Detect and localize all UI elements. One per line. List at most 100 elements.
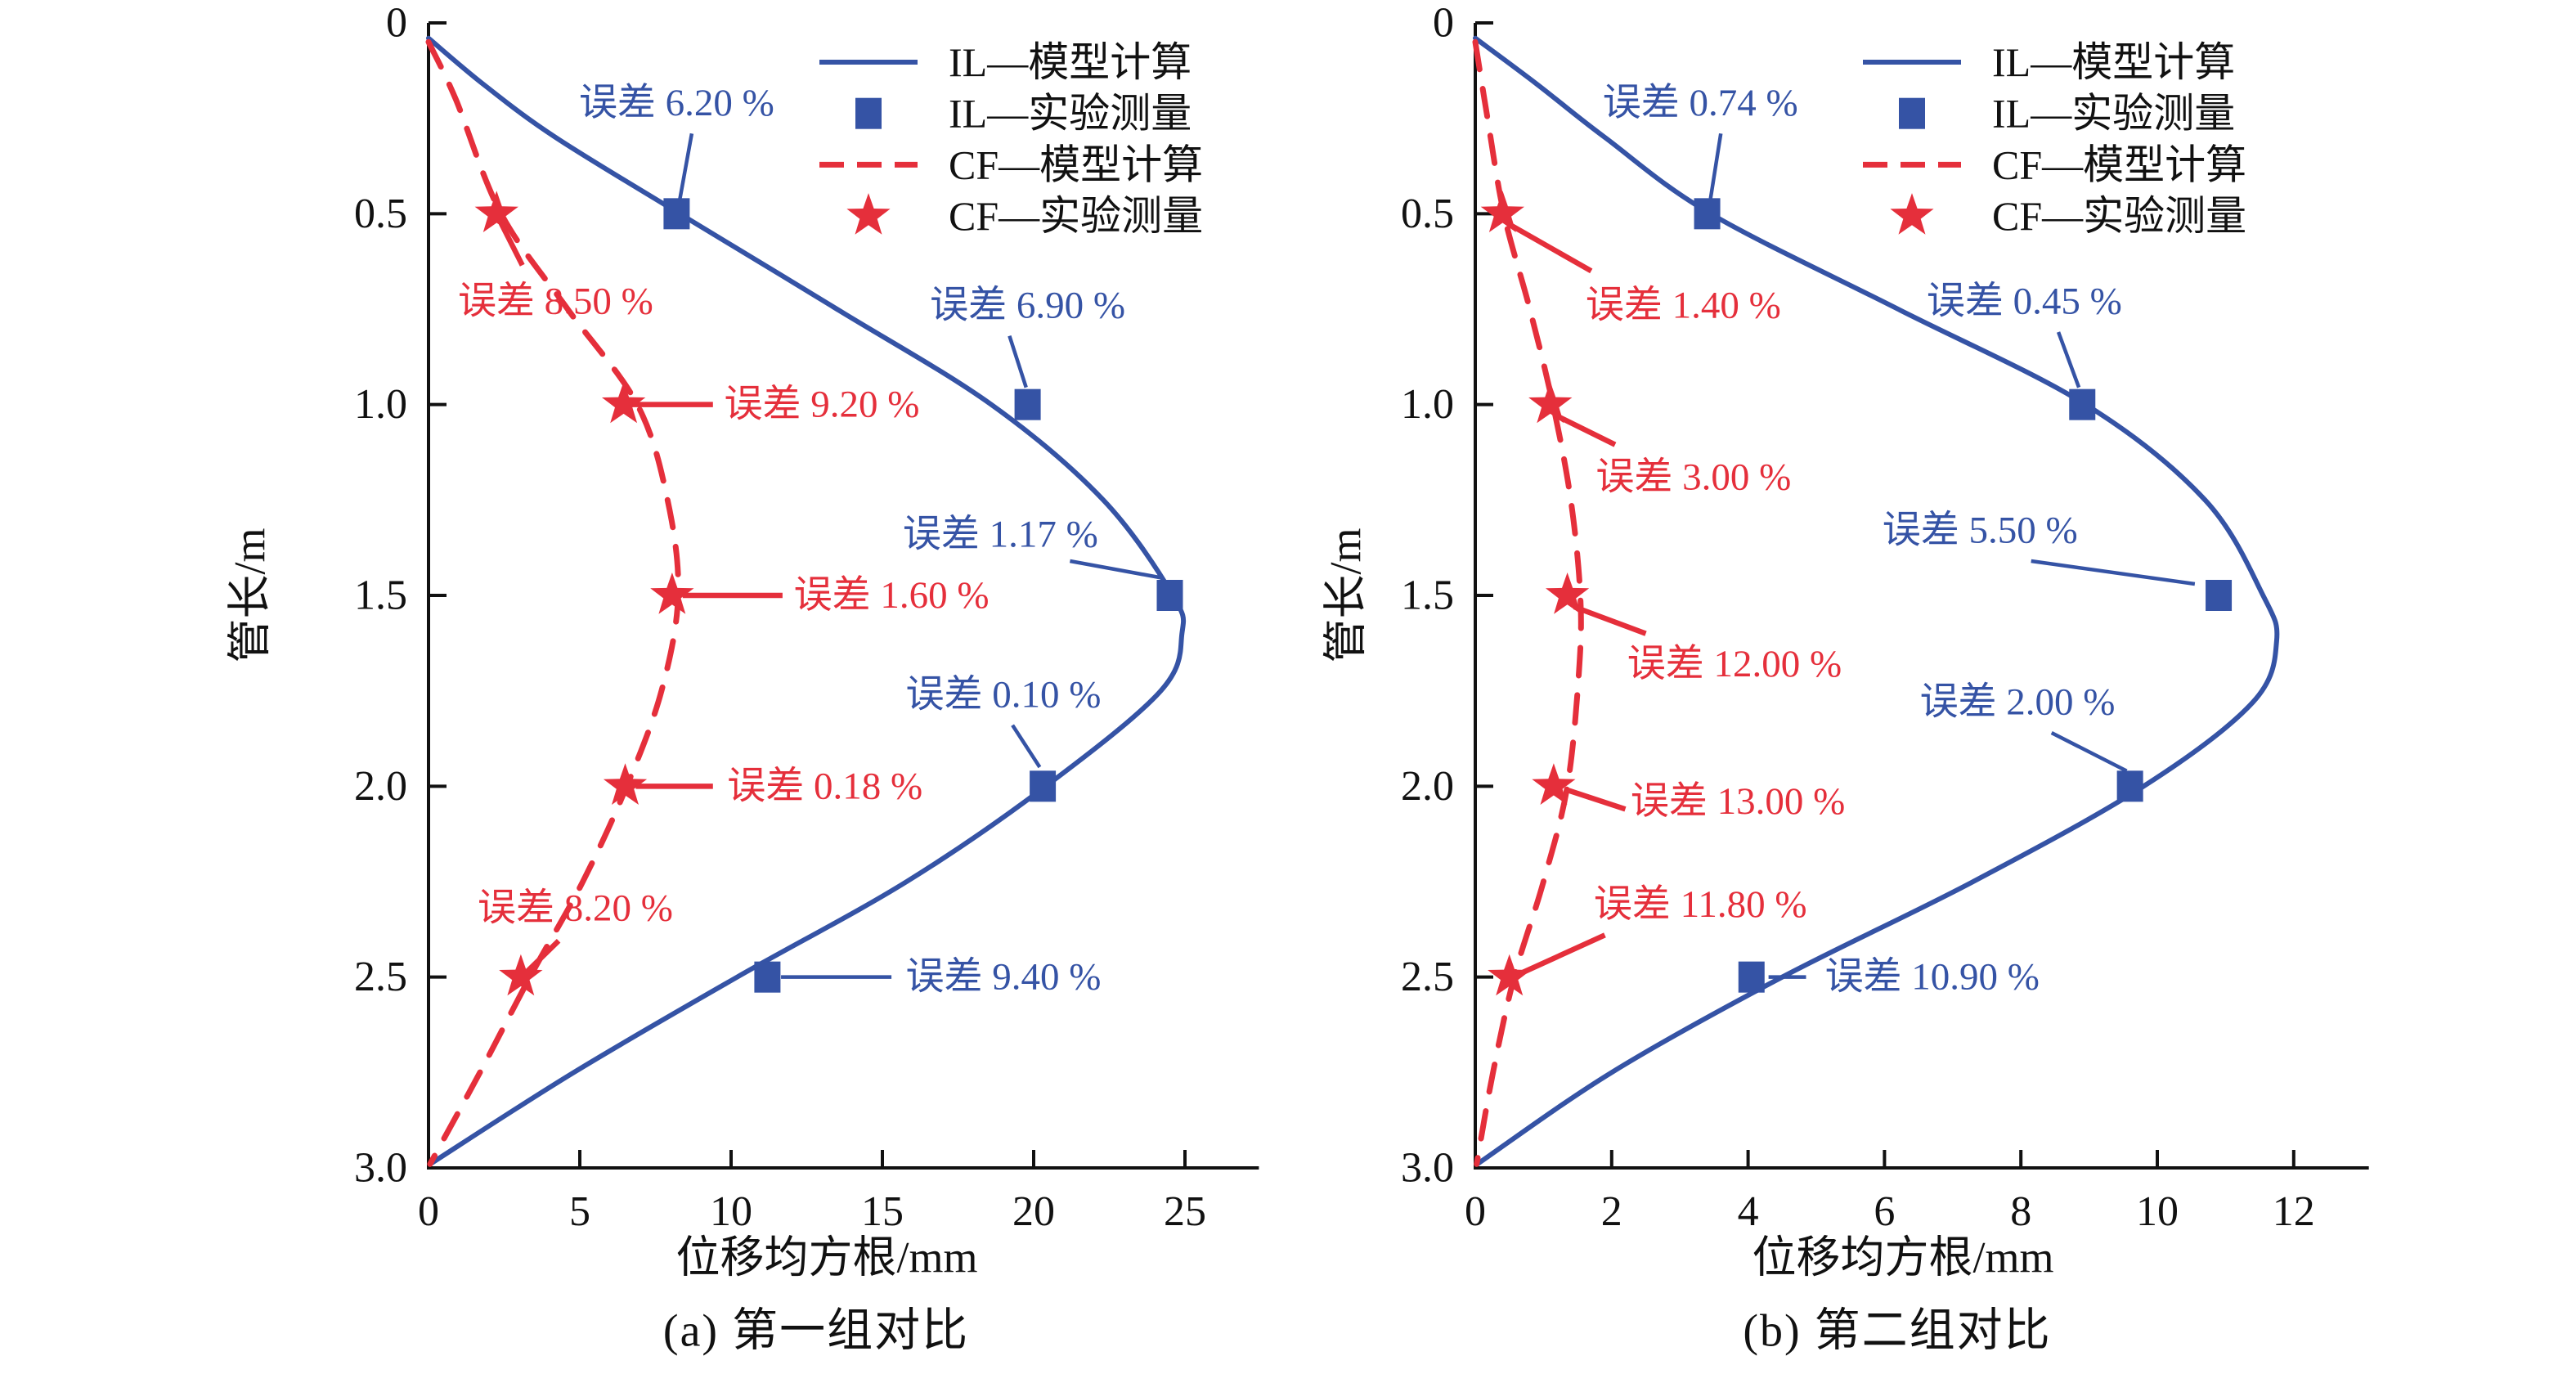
annotation-pointer — [1509, 222, 1593, 274]
legend-star-sample — [846, 193, 891, 235]
annotation-label: 误差 9.20 % — [725, 384, 920, 426]
legend-label: CF—模型计算 — [949, 141, 1203, 187]
y-tick-label: 0 — [1433, 0, 1454, 47]
annotation-label: 误差 3.00 % — [1595, 456, 1791, 498]
annotation-label: 误差 0.10 % — [906, 673, 1102, 716]
caption-panel-a: (a) 第一组对比 — [662, 1305, 970, 1357]
y-tick-label: 3.0 — [1401, 1145, 1454, 1192]
panel-a: 0 5 10 15 20 25 0 0.5 1.0 1.5 2.0 2.5 3.0 误差 6.20 % 误差… — [354, 0, 1259, 1235]
x-tick-label: 20 — [1012, 1188, 1055, 1235]
annotation-label: 误差 13.00 % — [1631, 780, 1845, 823]
x-tick-label: 5 — [569, 1188, 590, 1235]
annotation-label: 误差 5.50 % — [1883, 510, 2078, 552]
legend-label: CF—实验测量 — [1992, 193, 2246, 239]
cf-measured-star-marker — [1546, 572, 1590, 614]
il-model-curve — [1473, 35, 2280, 1167]
legend-label: IL—模型计算 — [1992, 39, 2235, 85]
il-measured-square-marker — [1014, 388, 1041, 420]
annotation-pointer — [523, 939, 561, 976]
annotation-pointer — [1555, 413, 1617, 447]
annotation-pointer — [1069, 559, 1165, 581]
annotation-label: 误差 0.74 % — [1603, 82, 1798, 124]
y-tick-label: 1.0 — [354, 381, 407, 428]
annotation-label: 误差 0.18 % — [727, 765, 922, 807]
annotation-pointer — [1008, 335, 1028, 388]
cf-measured-star-marker — [499, 954, 543, 996]
annotation-label: 误差 8.20 % — [478, 887, 673, 930]
il-measured-square-marker — [1694, 198, 1721, 230]
x-tick-label: 10 — [710, 1188, 752, 1235]
annotation-pointer — [498, 222, 525, 267]
annotation-label: 误差 12.00 % — [1627, 643, 1842, 685]
il-measured-square-marker — [1738, 961, 1765, 993]
annotation-label: 误差 9.40 % — [906, 956, 1102, 999]
il-measured-square-marker — [754, 961, 781, 993]
cf-measured-star-marker — [1528, 381, 1573, 424]
panel-b: 0 2 4 6 8 10 12 0 0.5 1.0 1.5 2.0 2.5 3.0 误差 0.74 % 误差 … — [1401, 0, 2369, 1235]
y-tick-label: 2.5 — [1401, 954, 1454, 1000]
legend-label: CF—模型计算 — [1992, 141, 2246, 187]
annotation-label: 误差 11.80 % — [1594, 883, 1807, 926]
y-tick-label: 1.5 — [354, 572, 407, 619]
legend-label: CF—实验测量 — [949, 193, 1203, 239]
y-axis-title-panel-b: 管长/m — [1321, 528, 1371, 663]
legend-square-sample — [855, 97, 882, 129]
cf-measured-star-marker — [650, 572, 694, 614]
il-measured-square-marker — [2116, 770, 2143, 802]
legend-star-sample — [1890, 193, 1934, 235]
legend-square-sample — [1899, 97, 1925, 129]
x-tick-label: 12 — [2273, 1188, 2315, 1235]
il-measured-square-marker — [1030, 770, 1057, 802]
il-measured-square-marker — [663, 198, 690, 230]
y-tick-label: 1.0 — [1401, 381, 1454, 428]
y-axis-title-panel-a: 管长/m — [225, 528, 275, 663]
cf-measured-star-marker — [602, 381, 646, 424]
cf-measured-star-marker — [603, 763, 648, 805]
cf-measured-star-marker — [1488, 954, 1532, 996]
annotation-label: 误差 1.40 % — [1586, 284, 1781, 326]
annotation-pointer — [2031, 559, 2196, 586]
il-measured-square-marker — [2206, 580, 2233, 611]
x-tick-label: 10 — [2136, 1188, 2179, 1235]
y-tick-label: 1.5 — [1401, 572, 1454, 619]
cf-measured-star-marker — [1532, 763, 1576, 805]
annotation-pointer — [1011, 724, 1042, 769]
annotation-pointer — [2050, 730, 2128, 773]
annotation-pointer — [1566, 787, 1627, 812]
y-tick-label: 2.0 — [1401, 763, 1454, 810]
y-tick-label: 3.0 — [354, 1145, 407, 1192]
annotation-label: 误差 6.90 % — [930, 284, 1125, 326]
il-measured-square-marker — [1156, 580, 1183, 611]
x-tick-label: 15 — [861, 1188, 904, 1235]
annotation-pointer — [1573, 604, 1647, 636]
x-tick-label: 6 — [1874, 1188, 1895, 1235]
annotation-label: 误差 8.50 % — [458, 281, 653, 323]
x-axis-title-panel-b: 位移均方根/mm — [1752, 1233, 2054, 1282]
x-axis-title-panel-a: 位移均方根/mm — [675, 1233, 978, 1282]
y-tick-label: 0.5 — [1401, 191, 1454, 237]
cf-measured-star-marker — [474, 191, 518, 232]
annotation-pointer — [1519, 932, 1606, 976]
annotation-label: 误差 0.45 % — [1927, 281, 2122, 323]
caption-panel-b: (b) 第二组对比 — [1743, 1305, 2052, 1357]
x-tick-label: 4 — [1738, 1188, 1759, 1235]
annotation-pointer — [1708, 132, 1723, 200]
y-tick-label: 0.5 — [354, 191, 407, 237]
x-tick-label: 2 — [1601, 1188, 1622, 1235]
legend-label: IL—模型计算 — [949, 39, 1192, 85]
annotation-label: 误差 1.17 % — [903, 513, 1098, 555]
y-tick-label: 2.5 — [354, 954, 407, 1000]
cf-measured-star-marker — [1480, 191, 1524, 232]
legend-label: IL—实验测量 — [1992, 91, 2235, 137]
y-tick-label: 0 — [386, 0, 407, 47]
annotation-label: 误差 2.00 % — [1920, 681, 2116, 724]
annotation-pointer — [677, 132, 694, 201]
x-tick-label: 25 — [1164, 1188, 1206, 1235]
x-tick-label: 0 — [418, 1188, 439, 1235]
annotation-pointer — [2056, 331, 2081, 388]
x-tick-label: 0 — [1465, 1188, 1486, 1235]
il-measured-square-marker — [2069, 388, 2096, 420]
cf-model-curve — [425, 38, 681, 1167]
